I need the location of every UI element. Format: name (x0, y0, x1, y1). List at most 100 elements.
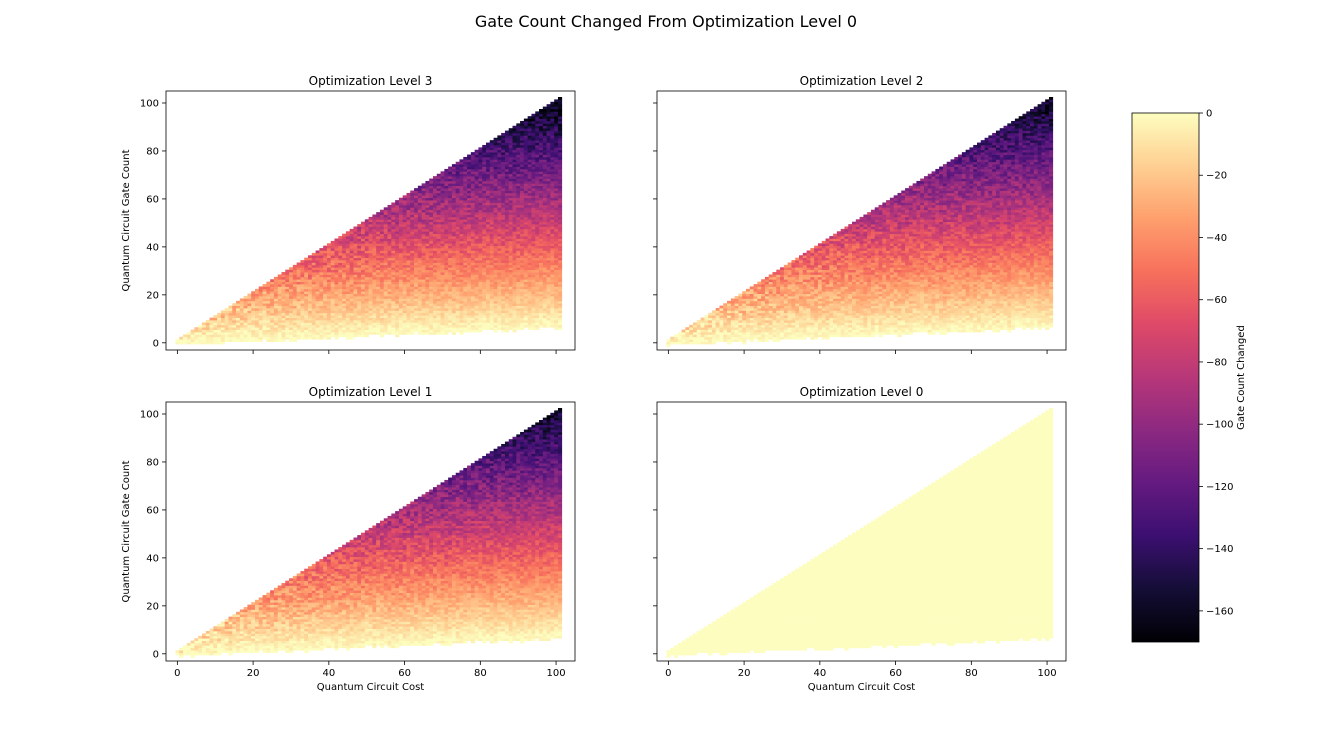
heatmap-cell (497, 226, 502, 230)
heatmap-cell (349, 243, 354, 247)
heatmap-cell (334, 293, 339, 297)
heatmap-cell (429, 310, 434, 314)
heatmap-cell (520, 168, 525, 172)
heatmap-cell (429, 195, 434, 199)
heatmap-cell (531, 269, 536, 273)
heatmap-cell (398, 262, 404, 266)
heatmap-cell (289, 320, 294, 323)
heatmap-cell (342, 284, 347, 287)
heatmap-cell (448, 286, 453, 290)
heatmap-cell (395, 226, 400, 230)
heatmap-cell (557, 324, 563, 328)
heatmap-cell (273, 324, 279, 328)
heatmap-cell (497, 221, 502, 225)
heatmap-cell (546, 214, 551, 218)
heatmap-cell (516, 161, 521, 165)
heatmap-cell (539, 144, 544, 148)
heatmap-cell (308, 274, 313, 278)
heatmap-cell (205, 320, 210, 323)
heatmap-cell (440, 233, 445, 237)
heatmap-cell (508, 221, 513, 225)
heatmap-cell (406, 195, 411, 199)
heatmap-cell (546, 269, 551, 273)
heatmap-cell (402, 228, 407, 232)
heatmap-cell (228, 324, 233, 328)
heatmap-cell (455, 303, 460, 306)
heatmap-cell (323, 291, 328, 294)
heatmap-cell (323, 274, 328, 278)
heatmap-cell (486, 315, 491, 318)
heatmap-cell (520, 228, 525, 232)
heatmap-cell (497, 147, 502, 151)
heatmap-cell (239, 310, 244, 314)
heatmap-cell (527, 320, 532, 323)
heatmap-cell (531, 116, 536, 119)
heatmap-cell (349, 332, 354, 335)
heatmap-cell (497, 320, 502, 323)
heatmap-cell (512, 312, 517, 316)
heatmap-cell (308, 281, 313, 285)
heatmap-cell (470, 173, 475, 177)
heatmap-cell (398, 243, 404, 247)
heatmap-cell (516, 274, 521, 278)
heatmap-cell (364, 329, 369, 333)
heatmap-cell (444, 320, 449, 323)
heatmap-cell (406, 298, 411, 302)
heatmap-cell (550, 243, 555, 247)
heatmap-cell (300, 305, 305, 309)
heatmap-cell (497, 156, 502, 160)
heatmap-cell (372, 264, 377, 268)
heatmap-cell (463, 238, 468, 242)
heatmap-cell (292, 269, 298, 273)
heatmap-cell (467, 178, 472, 182)
heatmap-cell (520, 202, 525, 206)
heatmap-cell (296, 317, 301, 321)
heatmap-cell (361, 248, 366, 251)
heatmap-cell (402, 276, 407, 280)
heatmap-cell (489, 298, 494, 302)
heatmap-cell (478, 327, 483, 330)
heatmap-cell (323, 255, 328, 259)
heatmap-cell (334, 329, 339, 333)
heatmap-cell (520, 207, 525, 211)
heatmap-cell (482, 233, 487, 237)
heatmap-cell (440, 212, 445, 215)
heatmap-cell (308, 269, 313, 273)
heatmap-cell (493, 185, 498, 189)
heatmap-cell (508, 272, 513, 275)
heatmap-cell (353, 252, 358, 256)
heatmap-cell (262, 310, 267, 314)
heatmap-cell (554, 190, 559, 194)
heatmap-cell (535, 260, 540, 263)
heatmap-cell (459, 183, 464, 187)
heatmap-cell (474, 291, 479, 294)
heatmap-cell (364, 300, 369, 304)
heatmap-cell (489, 257, 494, 261)
heatmap-cell (504, 185, 510, 189)
heatmap-cell (364, 293, 369, 297)
heatmap-cell (467, 221, 472, 225)
heatmap-cell (497, 135, 502, 139)
heatmap-cell (467, 228, 472, 232)
heatmap-cell (557, 262, 563, 266)
heatmap-cell (497, 137, 502, 141)
heatmap-cell (474, 245, 479, 249)
heatmap-cell (349, 231, 354, 235)
heatmap-cell (489, 185, 494, 189)
heatmap-cell (330, 317, 335, 321)
heatmap-cell (308, 320, 313, 323)
heatmap-cell (550, 264, 555, 268)
heatmap-cell (406, 324, 411, 328)
heatmap-cell (338, 312, 343, 316)
heatmap-cell (417, 315, 422, 318)
heatmap-cell (334, 288, 339, 292)
heatmap-cell (470, 276, 475, 280)
heatmap-cell (368, 288, 373, 292)
heatmap-cell (451, 260, 457, 263)
heatmap-cell (429, 231, 434, 235)
heatmap-cell (542, 216, 547, 220)
heatmap-cell (300, 274, 305, 278)
heatmap-cell (463, 219, 468, 223)
heatmap-cell (512, 219, 517, 223)
heatmap-cell (542, 180, 547, 184)
